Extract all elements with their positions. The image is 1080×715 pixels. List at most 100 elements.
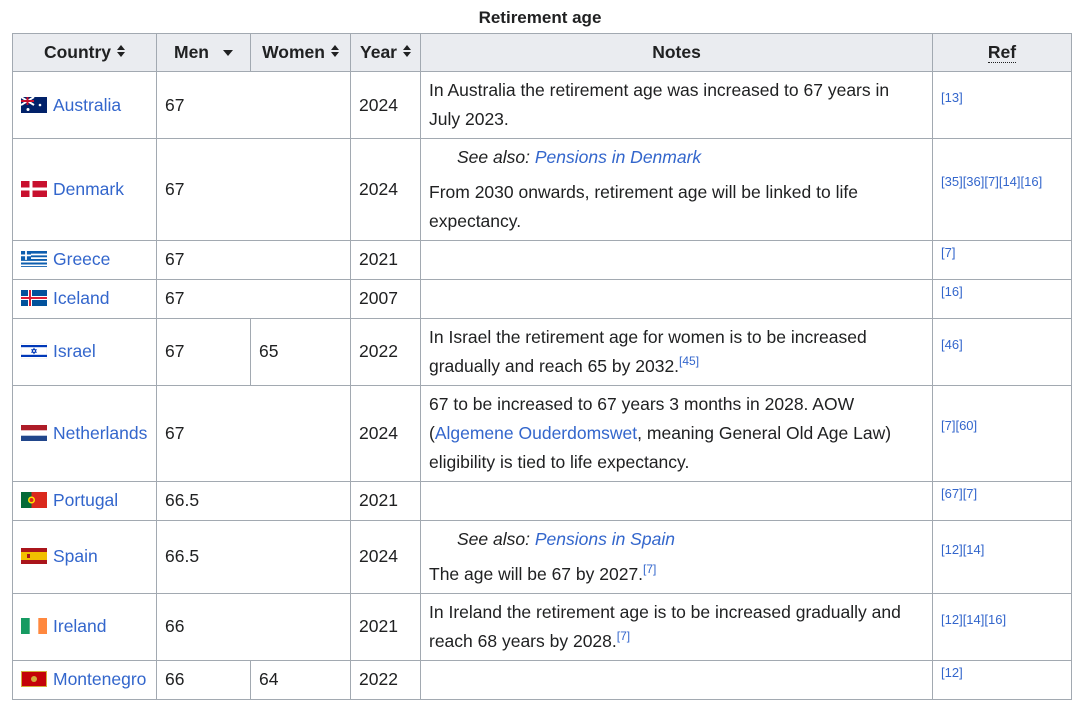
ref-link[interactable]: [7] <box>984 174 999 190</box>
year-cell: 2021 <box>350 480 421 521</box>
ref-link[interactable]: [7] <box>962 485 978 501</box>
notes-cell <box>420 480 933 521</box>
country-link[interactable]: Ireland <box>53 616 107 637</box>
country-cell: Greece <box>12 240 157 280</box>
ref-link[interactable]: [16] <box>1020 174 1043 190</box>
table-row: Denmark 67 2024 See also: Pensions in Denma… <box>12 138 1072 241</box>
men-age: 66 <box>165 616 185 637</box>
country-link[interactable]: Denmark <box>53 179 124 199</box>
note-text: In Ireland the retirement age is to be i… <box>429 598 924 656</box>
women-cell: 64 <box>250 659 351 700</box>
year-cell: 2024 <box>350 71 421 139</box>
column-header[interactable]: Men <box>156 33 251 72</box>
ref-link[interactable]: [67] <box>941 485 963 501</box>
ref-link[interactable]: [36] <box>962 174 985 190</box>
men-age: 66.5 <box>165 490 200 511</box>
year-cell: 2022 <box>350 659 421 700</box>
ref-link[interactable]: [16] <box>984 611 1007 627</box>
country-cell: Portugal <box>12 480 157 521</box>
ref-cell: [67][7] <box>932 480 1072 521</box>
ref-cell: [7][60] <box>932 384 1072 482</box>
men-cell: 66 <box>156 659 251 700</box>
retirement-table: Country Men Women Year Notes Ref Austral… <box>12 33 1072 700</box>
ref-link[interactable]: [7] <box>941 418 956 434</box>
year-cell: 2024 <box>350 384 421 482</box>
country-link[interactable]: Australia <box>53 94 122 115</box>
table-row: Montenegro 66 64 2022 [12] <box>12 659 1072 700</box>
ref-cell: [13] <box>932 71 1072 139</box>
country-cell: Ireland <box>12 592 157 661</box>
ref-link[interactable]: [7] <box>941 244 956 260</box>
ref-link[interactable]: [60] <box>955 418 978 434</box>
ref-link[interactable]: [12] <box>941 611 963 627</box>
column-header[interactable]: Women <box>250 33 351 72</box>
country-cell: Denmark <box>12 138 157 241</box>
year: 2021 <box>359 616 398 637</box>
women-cell: 65 <box>250 317 351 386</box>
ref-link[interactable]: [12] <box>941 541 963 557</box>
year-cell: 2021 <box>350 592 421 661</box>
note-link[interactable]: Algemene Ouderdomswet <box>434 422 638 443</box>
notes-cell: In Israel the retirement age for women i… <box>420 317 933 386</box>
note-segment: In Ireland the retirement age is to be i… <box>429 601 901 651</box>
flag <box>21 181 47 197</box>
citation-link[interactable]: [45] <box>679 353 700 368</box>
refs: [35][36][7][14][16] <box>941 174 1042 189</box>
table-row: Iceland 67 2007 [16] <box>12 278 1072 319</box>
column-header: Notes <box>420 33 933 72</box>
ref-link[interactable]: [14] <box>962 611 985 627</box>
notes-cell <box>420 240 933 280</box>
sort-icon <box>402 45 411 57</box>
country-link[interactable]: Greece <box>53 249 111 270</box>
column-header[interactable]: Year <box>350 33 421 72</box>
ref-link[interactable]: [12] <box>941 664 963 680</box>
header-row: Country Men Women Year Notes Ref <box>12 33 1072 72</box>
year-cell: 2024 <box>350 519 421 594</box>
year-cell: 2021 <box>350 240 421 280</box>
note-segment: In Israel the retirement age for women i… <box>429 326 867 376</box>
men-age: 66 <box>165 669 185 690</box>
men-cell: 67 <box>156 71 351 139</box>
note-text: In Israel the retirement age for women i… <box>429 323 924 381</box>
header-text: Year <box>360 42 397 62</box>
header-text: Men <box>174 42 209 62</box>
ref-link[interactable]: [16] <box>941 283 963 299</box>
flag <box>21 290 47 307</box>
column-header[interactable]: Country <box>12 33 157 72</box>
ref-cell: [46] <box>932 317 1072 386</box>
note-text: The age will be 67 by 2027.[7] <box>429 560 924 589</box>
note-segment: From 2030 onwards, retirement age will b… <box>429 182 858 231</box>
year: 2022 <box>359 669 398 690</box>
flag <box>21 492 47 509</box>
refs: [46] <box>941 337 963 352</box>
year: 2022 <box>359 341 398 362</box>
country-link[interactable]: Netherlands <box>53 422 148 443</box>
note-segment: The age will be 67 by 2027. <box>429 563 644 584</box>
ref-link[interactable]: [14] <box>998 174 1021 190</box>
ref-link[interactable]: [13] <box>941 89 963 105</box>
ref-link[interactable]: [35] <box>941 174 963 190</box>
see-also-link[interactable]: Pensions in Denmark <box>534 147 702 167</box>
flag <box>21 671 47 688</box>
table-body: Australia 67 2024 In Australia the retireme… <box>12 71 1072 700</box>
see-also: See also: Pensions in Spain <box>429 525 924 554</box>
citation-link[interactable]: [7] <box>616 628 631 643</box>
see-also: See also: Pensions in Denmark <box>429 143 924 172</box>
table-row: Spain 66.5 2024 See also: Pensions in Spain… <box>12 519 1072 594</box>
men-cell: 67 <box>156 317 251 386</box>
country-link[interactable]: Spain <box>53 546 98 567</box>
country-link[interactable]: Portugal <box>53 490 119 511</box>
ref-link[interactable]: [14] <box>962 541 985 557</box>
ref-cell: [12] <box>932 659 1072 700</box>
country-link[interactable]: Iceland <box>53 288 110 309</box>
flag <box>21 251 47 268</box>
country-link[interactable]: Israel <box>53 341 96 362</box>
country-link[interactable]: Montenegro <box>53 669 147 690</box>
ref-link[interactable]: [46] <box>941 336 963 352</box>
sort-icon <box>223 50 233 56</box>
men-age: 66.5 <box>165 546 200 567</box>
citation-link[interactable]: [7] <box>643 561 657 576</box>
see-also-link[interactable]: Pensions in Spain <box>534 528 675 549</box>
country-cell: Spain <box>12 519 157 594</box>
notes-cell <box>420 659 933 700</box>
